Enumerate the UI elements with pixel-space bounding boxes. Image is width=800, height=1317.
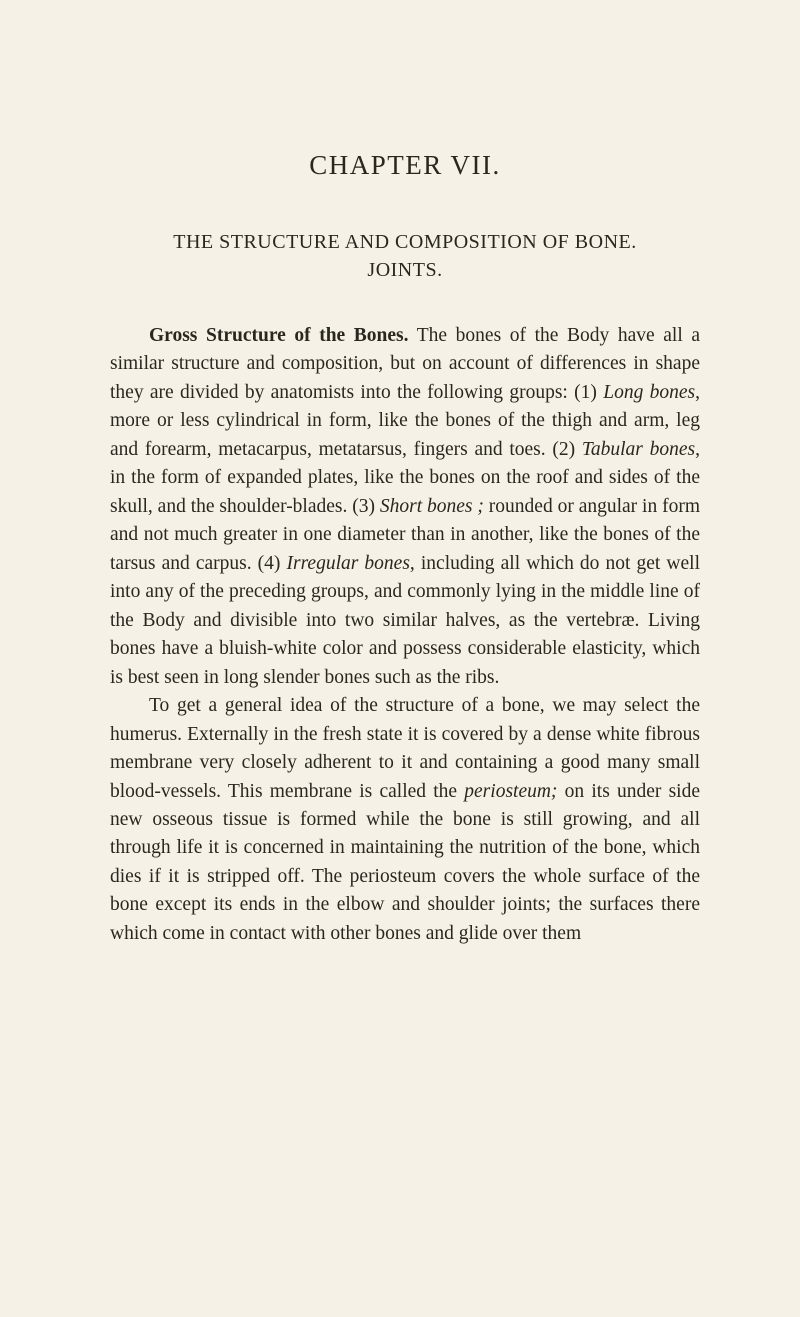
section-title-line-2: JOINTS. (110, 259, 700, 282)
paragraph-1-em-4: Irregular bones (286, 553, 409, 574)
paragraph-1: Gross Structure of the Bones. The bones … (110, 322, 700, 692)
paragraph-1-lead: Gross Structure of the Bones. (149, 325, 409, 346)
document-page: CHAPTER VII. THE STRUCTURE AND COMPOSITI… (0, 0, 800, 1317)
paragraph-1-em-1: Long bones (603, 382, 695, 403)
paragraph-2: To get a general idea of the structure o… (110, 692, 700, 948)
section-title-line-1: THE STRUCTURE AND COMPOSITION OF BONE. (110, 227, 700, 257)
chapter-title: CHAPTER VII. (110, 150, 700, 181)
paragraph-1-em-3: Short bones ; (380, 496, 484, 517)
paragraph-2-text-b: on its under side new osseous tissue is … (110, 781, 700, 944)
paragraph-1-em-2: Tabular bones (582, 439, 695, 460)
paragraph-2-em-1: periosteum; (464, 781, 557, 802)
